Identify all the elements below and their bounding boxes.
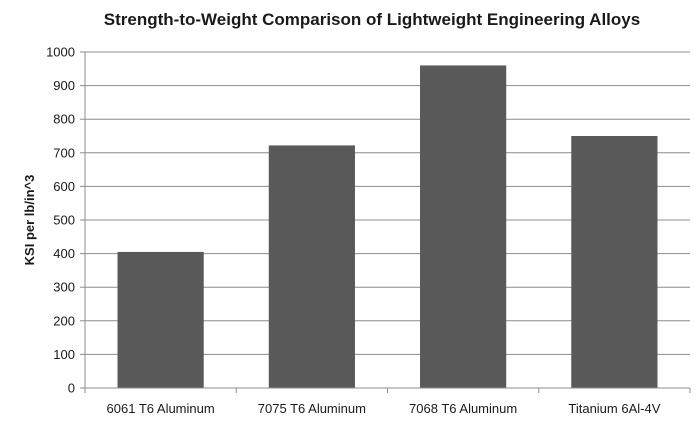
axes bbox=[80, 51, 691, 393]
y-tick-label: 200 bbox=[53, 313, 75, 328]
y-tick-labels: 0 100 200 300 400 500 600 700 800 900 1000 bbox=[46, 45, 75, 396]
y-tick-label: 700 bbox=[53, 145, 75, 160]
y-tick-label: 0 bbox=[68, 381, 75, 396]
bar bbox=[268, 145, 355, 388]
x-tick-label: 6061 T6 Aluminum bbox=[107, 401, 215, 416]
x-tick-labels: 6061 T6 Aluminum 7075 T6 Aluminum 7068 T6 … bbox=[107, 401, 661, 416]
x-tick-label: 7075 T6 Aluminum bbox=[258, 401, 366, 416]
chart-title: Strength-to-Weight Comparison of Lightwe… bbox=[104, 10, 640, 29]
y-tick-label: 900 bbox=[53, 78, 75, 93]
x-tick-label: Titanium 6Al-4V bbox=[568, 401, 660, 416]
bar bbox=[420, 65, 507, 388]
bar bbox=[571, 136, 658, 388]
y-tick-label: 300 bbox=[53, 280, 75, 295]
y-tick-label: 400 bbox=[53, 246, 75, 261]
y-tick-label: 600 bbox=[53, 179, 75, 194]
y-tick-label: 1000 bbox=[46, 45, 75, 60]
bars bbox=[117, 65, 658, 388]
bar bbox=[117, 251, 204, 388]
y-tick-label: 500 bbox=[53, 213, 75, 228]
x-tick-label: 7068 T6 Aluminum bbox=[409, 401, 517, 416]
y-tick-label: 100 bbox=[53, 347, 75, 362]
y-tick-label: 800 bbox=[53, 112, 75, 127]
y-axis-label: KSI per lb/in^3 bbox=[22, 175, 37, 266]
